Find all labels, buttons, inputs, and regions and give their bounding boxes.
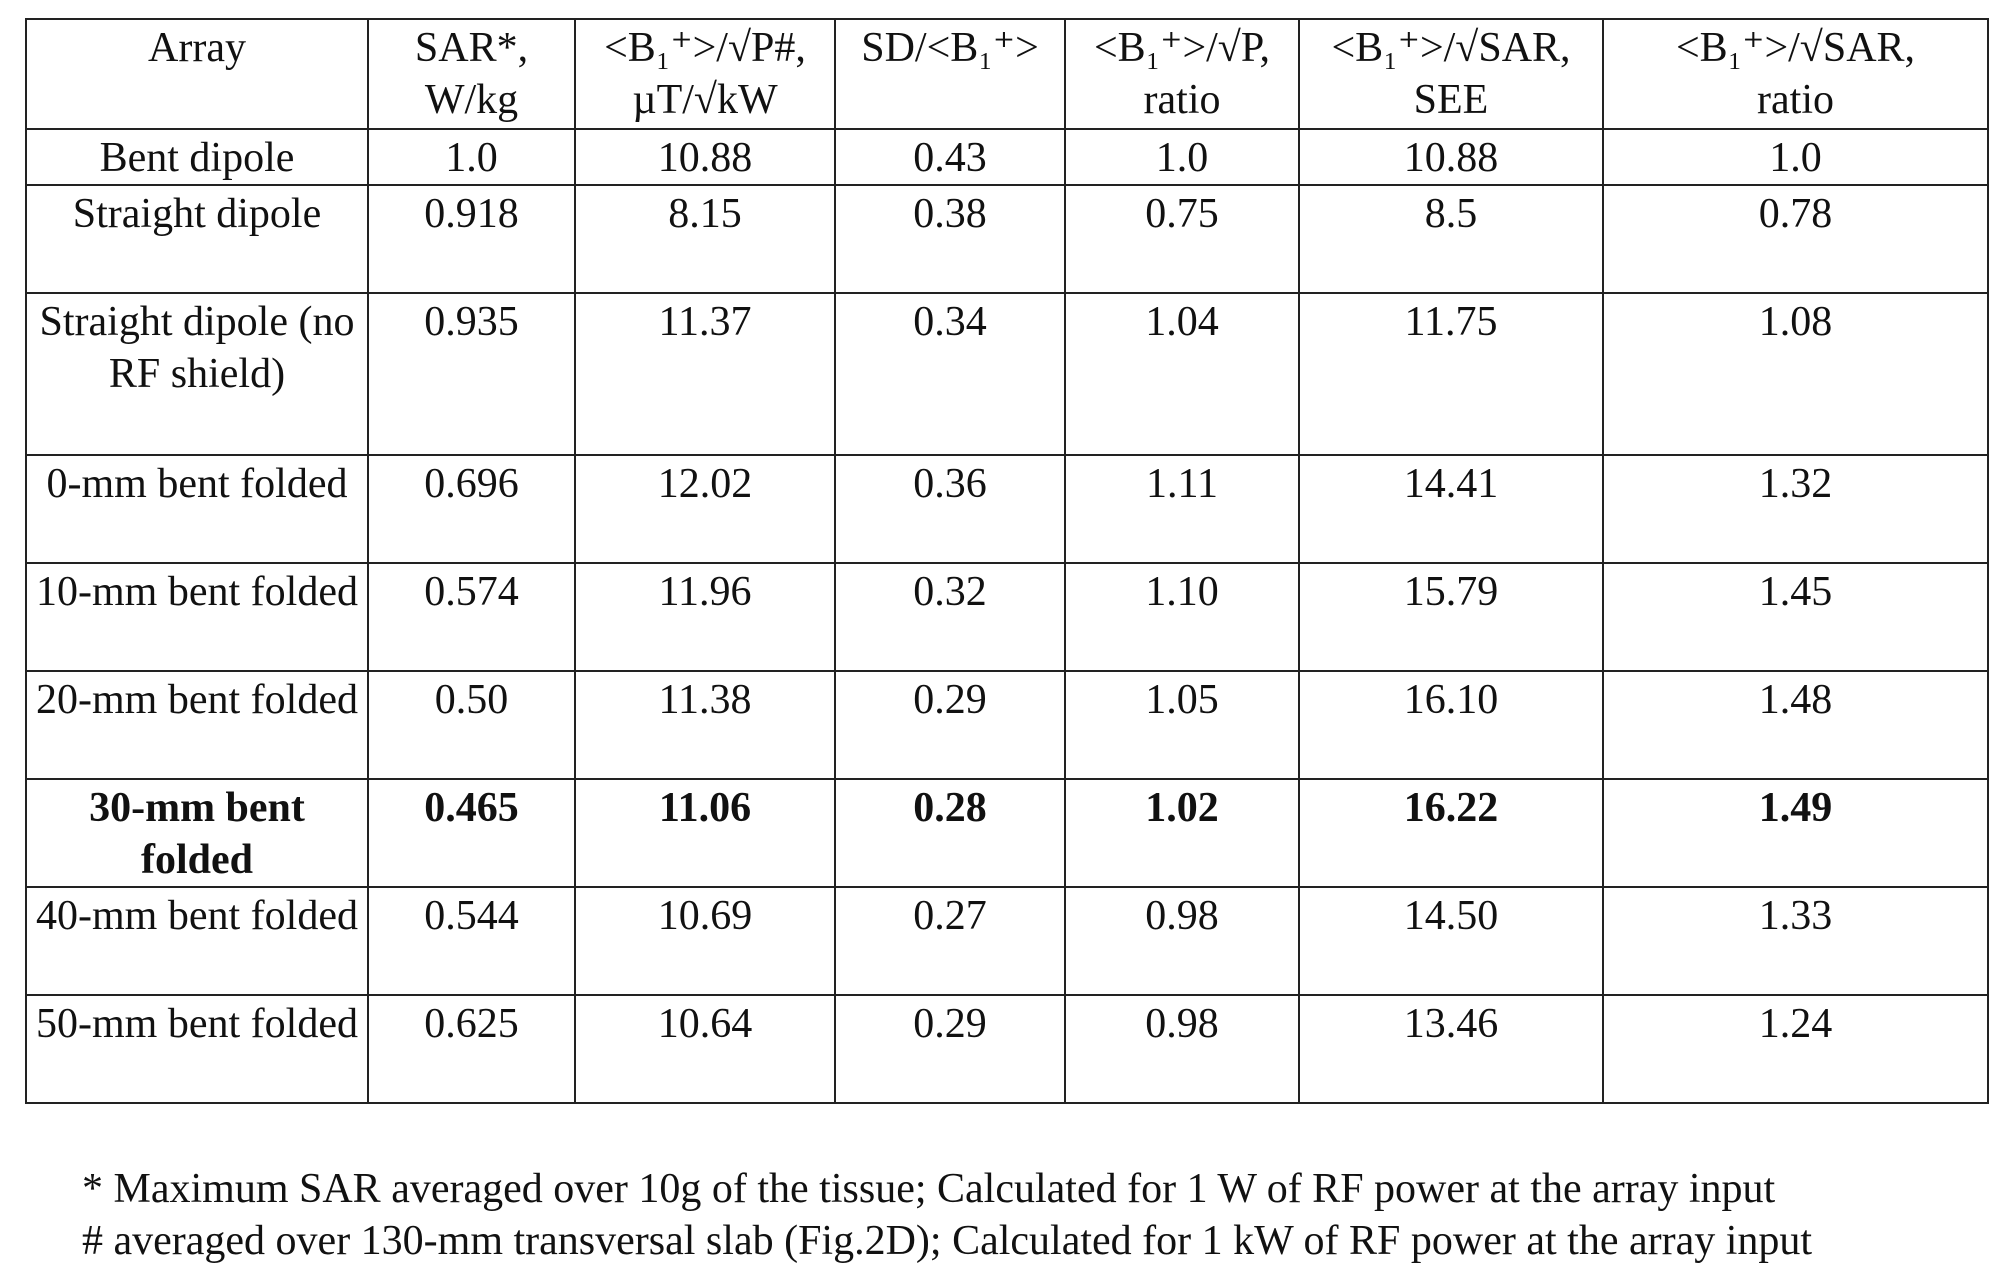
cell-b1-per-sqrt-p: 10.69 [574, 886, 836, 996]
table-row: Bent dipole 1.0 10.88 0.43 1.0 10.88 1.0 [25, 128, 1989, 186]
header-array: Array [25, 18, 369, 130]
cell-b1-sqrt-sar-see: 8.5 [1298, 184, 1604, 294]
cell-b1-sqrt-p-ratio: 0.98 [1064, 994, 1300, 1104]
table-row: Straight dipole (no RF shield) 0.935 11.37… [25, 292, 1989, 456]
cell-sd-ratio: 0.43 [834, 128, 1066, 186]
header-row: Array SAR*, W/kg <B₁⁺>/√P#, µT/√kW SD/<B₁⁺… [25, 18, 1989, 130]
cell-sd-ratio: 0.28 [834, 778, 1066, 888]
cell-sd-ratio: 0.32 [834, 562, 1066, 672]
table-row: 30-mm bent folded 0.465 11.06 0.28 1.02 16.22… [25, 778, 1989, 888]
cell-b1-sqrt-p-ratio: 0.75 [1064, 184, 1300, 294]
cell-sar: 0.696 [367, 454, 576, 564]
cell-b1-sqrt-p-ratio: 1.11 [1064, 454, 1300, 564]
cell-array: 20-mm bent folded [25, 670, 369, 780]
cell-array: Bent dipole [25, 128, 369, 186]
header-b1-sqrt-sar-see: <B₁⁺>/√SAR, SEE [1298, 18, 1604, 130]
table-row: 50-mm bent folded 0.625 10.64 0.29 0.98 13.46… [25, 994, 1989, 1104]
cell-b1-sqrt-sar-ratio: 1.08 [1602, 292, 1989, 456]
header-sar: SAR*, W/kg [367, 18, 576, 130]
cell-sd-ratio: 0.36 [834, 454, 1066, 564]
table-row: 10-mm bent folded 0.574 11.96 0.32 1.10 15.79… [25, 562, 1989, 672]
cell-b1-sqrt-sar-see: 14.41 [1298, 454, 1604, 564]
cell-b1-sqrt-p-ratio: 1.05 [1064, 670, 1300, 780]
cell-b1-sqrt-sar-see: 14.50 [1298, 886, 1604, 996]
cell-array: Straight dipole (no RF shield) [25, 292, 369, 456]
cell-sar: 0.544 [367, 886, 576, 996]
cell-b1-sqrt-p-ratio: 1.02 [1064, 778, 1300, 888]
cell-sd-ratio: 0.34 [834, 292, 1066, 456]
cell-array: 10-mm bent folded [25, 562, 369, 672]
cell-b1-sqrt-sar-ratio: 1.24 [1602, 994, 1989, 1104]
cell-b1-sqrt-sar-see: 16.22 [1298, 778, 1604, 888]
cell-b1-sqrt-p-ratio: 1.10 [1064, 562, 1300, 672]
cell-array: Straight dipole [25, 184, 369, 294]
table-row: 20-mm bent folded 0.50 11.38 0.29 1.05 16.10 1… [25, 670, 1989, 780]
cell-b1-per-sqrt-p: 11.06 [574, 778, 836, 888]
cell-sd-ratio: 0.27 [834, 886, 1066, 996]
header-b1-sqrt-sar-ratio: <B₁⁺>/√SAR, ratio [1602, 18, 1989, 130]
cell-sar: 0.465 [367, 778, 576, 888]
cell-b1-sqrt-sar-see: 16.10 [1298, 670, 1604, 780]
cell-b1-per-sqrt-p: 11.96 [574, 562, 836, 672]
cell-array: 30-mm bent folded [25, 778, 369, 888]
cell-b1-per-sqrt-p: 8.15 [574, 184, 836, 294]
cell-array: 40-mm bent folded [25, 886, 369, 996]
cell-b1-sqrt-sar-ratio: 0.78 [1602, 184, 1989, 294]
table-row: 40-mm bent folded 0.544 10.69 0.27 0.98 14.50… [25, 886, 1989, 996]
cell-sar: 0.625 [367, 994, 576, 1104]
cell-b1-sqrt-sar-ratio: 1.45 [1602, 562, 1989, 672]
cell-sar: 0.50 [367, 670, 576, 780]
cell-b1-sqrt-sar-ratio: 1.33 [1602, 886, 1989, 996]
cell-b1-per-sqrt-p: 11.37 [574, 292, 836, 456]
cell-b1-sqrt-sar-ratio: 1.48 [1602, 670, 1989, 780]
cell-b1-sqrt-sar-see: 11.75 [1298, 292, 1604, 456]
cell-b1-sqrt-sar-ratio: 1.49 [1602, 778, 1989, 888]
cell-sd-ratio: 0.38 [834, 184, 1066, 294]
cell-b1-per-sqrt-p: 11.38 [574, 670, 836, 780]
cell-b1-sqrt-p-ratio: 1.0 [1064, 128, 1300, 186]
footnotes: * Maximum SAR averaged over 10g of the t… [82, 1163, 1812, 1267]
footnote-b1: # averaged over 130-mm transversal slab … [82, 1218, 1813, 1264]
table-row: Straight dipole 0.918 8.15 0.38 0.75 8.5 0.78 [25, 184, 1989, 294]
cell-sd-ratio: 0.29 [834, 994, 1066, 1104]
header-b1-sqrt-p-ratio: <B₁⁺>/√P, ratio [1064, 18, 1300, 130]
results-table: Array SAR*, W/kg <B₁⁺>/√P#, µT/√kW SD/<B₁⁺… [25, 18, 1989, 1104]
cell-sar: 0.918 [367, 184, 576, 294]
header-sd-ratio: SD/<B₁⁺> [834, 18, 1066, 130]
cell-b1-sqrt-sar-ratio: 1.32 [1602, 454, 1989, 564]
cell-b1-per-sqrt-p: 10.88 [574, 128, 836, 186]
cell-b1-sqrt-p-ratio: 1.04 [1064, 292, 1300, 456]
cell-sar: 0.574 [367, 562, 576, 672]
table-row: 0-mm bent folded 0.696 12.02 0.36 1.11 14.41 1… [25, 454, 1989, 564]
cell-b1-sqrt-sar-see: 13.46 [1298, 994, 1604, 1104]
footnote-sar: * Maximum SAR averaged over 10g of the t… [82, 1166, 1776, 1212]
cell-b1-sqrt-sar-see: 10.88 [1298, 128, 1604, 186]
cell-sar: 1.0 [367, 128, 576, 186]
cell-array: 0-mm bent folded [25, 454, 369, 564]
cell-b1-per-sqrt-p: 10.64 [574, 994, 836, 1104]
cell-b1-sqrt-p-ratio: 0.98 [1064, 886, 1300, 996]
cell-b1-sqrt-sar-see: 15.79 [1298, 562, 1604, 672]
cell-b1-sqrt-sar-ratio: 1.0 [1602, 128, 1989, 186]
cell-array: 50-mm bent folded [25, 994, 369, 1104]
header-b1-per-sqrt-p: <B₁⁺>/√P#, µT/√kW [574, 18, 836, 130]
cell-sd-ratio: 0.29 [834, 670, 1066, 780]
cell-sar: 0.935 [367, 292, 576, 456]
cell-b1-per-sqrt-p: 12.02 [574, 454, 836, 564]
